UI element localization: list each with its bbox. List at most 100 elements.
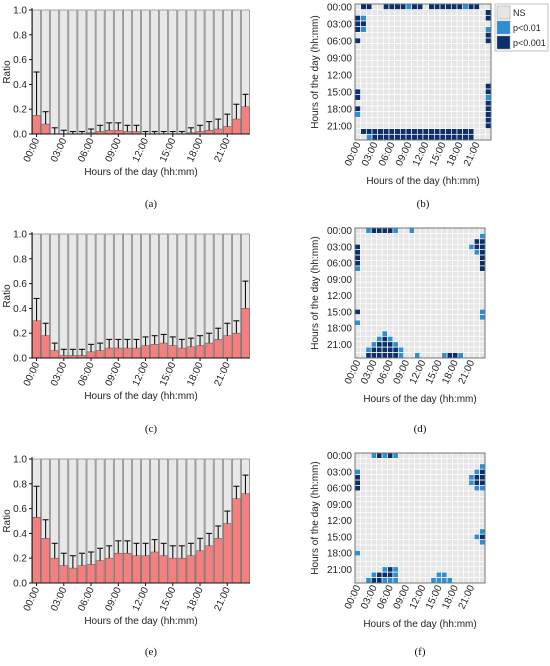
heatmap-cell: [360, 555, 367, 562]
heatmap-cell: [360, 495, 367, 503]
heatmap-cell: [457, 335, 464, 343]
heatmap-cell: [388, 43, 396, 50]
heatmap-cell: [419, 577, 426, 584]
heatmap-cell: [452, 571, 459, 578]
heatmap-cell: [473, 479, 480, 486]
heatmap-cell: [387, 452, 394, 459]
heatmap-cell: [365, 43, 373, 50]
heatmap-cell: [403, 452, 410, 459]
heatmap-cell: [468, 243, 475, 251]
heatmap-cell: [397, 539, 405, 546]
x-tick-label: 21:00: [212, 136, 233, 164]
heatmap-d: 00:0000:0003:0003:0006:0006:0009:0009:00…: [310, 226, 486, 435]
bar-background: [204, 9, 214, 135]
heatmap-cell: [419, 227, 426, 234]
heatmap-cell: [360, 105, 367, 113]
heatmap-cell: [399, 48, 407, 56]
heatmap-cell: [403, 490, 410, 497]
heatmap-cell: [422, 116, 430, 124]
heatmap-cell: [435, 571, 443, 578]
heatmap-cell: [446, 560, 453, 568]
heatmap-cell: [371, 65, 379, 73]
bar: [132, 555, 141, 584]
x-axis-label: Hours of the day (hh:mm): [366, 176, 479, 187]
heatmap-cell: [414, 265, 421, 272]
heatmap-cell: [428, 26, 435, 33]
heatmap-cell: [381, 314, 388, 321]
heatmap-cell: [371, 43, 379, 50]
heatmap-cell: [435, 227, 443, 234]
y-tick-label: 0.2: [13, 105, 27, 116]
heatmap-cell: [430, 276, 437, 283]
bar-background: [59, 9, 69, 135]
heatmap-cell: [387, 560, 394, 568]
heatmap-cell: [381, 238, 388, 245]
heatmap-cell: [392, 319, 399, 326]
heatmap-cell: [479, 352, 486, 359]
heatmap-cell: [365, 330, 372, 337]
heatmap-cell: [479, 319, 486, 326]
heatmap-cell: [456, 122, 464, 130]
heatmap-cell: [484, 88, 492, 96]
heatmap-cell: [473, 265, 480, 272]
bar-background: [123, 9, 132, 135]
heatmap-cell: [457, 276, 464, 283]
heatmap-cell: [450, 54, 458, 62]
heatmap-cell: [354, 133, 362, 141]
heatmap-cell: [392, 528, 399, 535]
heatmap-cell: [397, 571, 405, 578]
heatmap-cell: [365, 238, 372, 245]
heatmap-cell: [479, 48, 486, 56]
y-tick-label: 06:00: [327, 259, 352, 270]
heatmap-cell: [408, 512, 415, 519]
heatmap-cell: [428, 99, 435, 107]
heatmap-cell: [354, 48, 362, 56]
heatmap-cell: [403, 577, 410, 584]
heatmap-cell: [408, 533, 415, 541]
heatmap-cell: [435, 287, 443, 294]
y-tick-label: 1.0: [13, 455, 27, 466]
heatmap-cell: [457, 319, 464, 326]
heatmap-cell: [433, 26, 441, 33]
heatmap-cell: [452, 314, 459, 321]
heatmap-cell: [370, 512, 378, 519]
heatmap-cell: [370, 276, 378, 283]
heatmap-cell: [365, 308, 372, 316]
heatmap-cell: [473, 308, 480, 316]
heatmap-cell: [462, 325, 470, 332]
heatmap-cell: [473, 71, 481, 79]
heatmap-cell: [462, 287, 470, 294]
heatmap-cell: [422, 31, 430, 39]
heatmap-cell: [371, 111, 379, 118]
heatmap-cell: [403, 292, 410, 299]
heatmap-cell: [365, 60, 373, 67]
heatmap-cell: [479, 233, 486, 240]
heatmap-cell: [394, 111, 401, 118]
heatmap-cell: [408, 555, 415, 562]
heatmap-cell: [467, 128, 475, 135]
heatmap-cell: [403, 352, 410, 359]
heatmap-cell: [382, 60, 390, 67]
heatmap-cell: [382, 9, 390, 16]
heatmap-cell: [365, 555, 372, 562]
heatmap-cell: [371, 60, 379, 67]
heatmap-cell: [446, 577, 453, 584]
heatmap-cell: [365, 37, 373, 45]
heatmap-cell: [446, 325, 453, 332]
heatmap-cell: [376, 238, 383, 245]
heatmap-cell: [439, 48, 447, 56]
heatmap-cell: [360, 566, 367, 573]
heatmap-cell: [381, 512, 388, 519]
heatmap-cell: [403, 566, 410, 573]
heatmap-cell: [433, 105, 441, 113]
heatmap-cell: [392, 260, 399, 267]
heatmap-cell: [433, 116, 441, 124]
bar: [95, 350, 105, 359]
heatmap-cell: [425, 517, 432, 524]
y-tick-label: 18:00: [327, 324, 352, 335]
heatmap-cell: [456, 37, 464, 45]
y-tick-label: 15:00: [327, 307, 352, 318]
heatmap-cell: [446, 292, 453, 299]
heatmap-cell: [365, 335, 372, 343]
heatmap-cell: [484, 54, 492, 62]
